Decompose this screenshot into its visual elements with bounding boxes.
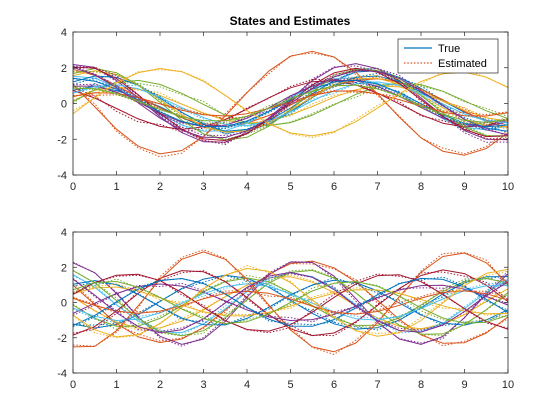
y-tick-label: 0 bbox=[61, 298, 67, 310]
axes-bottom-ticks: 0 1 2 3 4 5 6 7 8 9 10 -4 -2 0 2 4 bbox=[57, 227, 514, 391]
y-tick-label: 2 bbox=[61, 63, 67, 75]
x-tick-label: 6 bbox=[331, 181, 337, 193]
x-tick-label: 0 bbox=[70, 379, 76, 391]
series-true-5 bbox=[73, 79, 508, 126]
y-tick-label: 0 bbox=[61, 99, 67, 111]
x-tick-label: 3 bbox=[200, 379, 206, 391]
axes-top-lines bbox=[73, 50, 508, 158]
series-estimated-7 bbox=[73, 78, 508, 133]
y-tick-label: 4 bbox=[61, 227, 67, 239]
x-tick-label: 6 bbox=[331, 379, 337, 391]
y-tick-label: -4 bbox=[57, 368, 67, 380]
series-true-10 bbox=[73, 286, 508, 317]
x-tick-label: 4 bbox=[244, 379, 250, 391]
series-true-1 bbox=[73, 274, 508, 330]
series-estimated-17 bbox=[73, 264, 508, 339]
x-tick-label: 0 bbox=[70, 181, 76, 193]
x-tick-label: 9 bbox=[461, 379, 467, 391]
series-true-10 bbox=[73, 70, 508, 133]
series-estimated-14 bbox=[73, 273, 508, 334]
x-tick-label: 8 bbox=[418, 379, 424, 391]
axes-bottom: 0 1 2 3 4 5 6 7 8 9 10 -4 -2 0 2 4 bbox=[57, 227, 514, 391]
x-tick-label: 7 bbox=[374, 379, 380, 391]
series-estimated-9 bbox=[73, 249, 508, 355]
series-estimated-3 bbox=[73, 274, 508, 331]
series-true-9 bbox=[73, 50, 508, 156]
axes-bottom-lines bbox=[73, 249, 508, 355]
x-tick-label: 9 bbox=[461, 181, 467, 193]
y-tick-label: -2 bbox=[57, 333, 67, 345]
legend-estimated-label: Estimated bbox=[438, 58, 487, 70]
y-tick-label: 2 bbox=[61, 262, 67, 274]
x-tick-label: 7 bbox=[374, 181, 380, 193]
series-estimated-19 bbox=[73, 84, 508, 125]
series-true-16 bbox=[73, 90, 508, 117]
series-estimated-16 bbox=[73, 289, 508, 315]
series-true-15 bbox=[73, 277, 508, 327]
x-tick-label: 3 bbox=[200, 181, 206, 193]
series-estimated-18 bbox=[73, 65, 508, 137]
x-tick-label: 1 bbox=[113, 379, 119, 391]
series-estimated-17 bbox=[73, 69, 508, 139]
series-true-19 bbox=[73, 84, 508, 123]
x-tick-label: 10 bbox=[502, 379, 514, 391]
series-estimated-7 bbox=[73, 270, 508, 337]
series-true-18 bbox=[73, 271, 508, 334]
x-tick-label: 10 bbox=[502, 181, 514, 193]
legend: True Estimated bbox=[397, 38, 499, 74]
series-true-11 bbox=[73, 79, 508, 128]
y-tick-label: 4 bbox=[61, 27, 67, 39]
x-tick-label: 5 bbox=[287, 181, 293, 193]
x-tick-label: 5 bbox=[287, 379, 293, 391]
x-tick-label: 1 bbox=[113, 181, 119, 193]
chart-title: States and Estimates bbox=[230, 14, 351, 28]
series-true-7 bbox=[73, 269, 508, 337]
x-tick-label: 4 bbox=[244, 181, 250, 193]
series-estimated-10 bbox=[73, 283, 508, 316]
axes-top-ticks: 0 1 2 3 4 5 6 7 8 9 10 -4 -2 0 2 4 bbox=[57, 27, 514, 193]
series-estimated-13 bbox=[73, 82, 508, 128]
legend-box bbox=[397, 38, 499, 74]
series-estimated-19 bbox=[73, 278, 508, 325]
legend-true-label: True bbox=[438, 43, 460, 55]
y-tick-label: -2 bbox=[57, 134, 67, 146]
series-true-7 bbox=[73, 80, 508, 130]
y-tick-label: -4 bbox=[57, 170, 67, 182]
series-true-13 bbox=[73, 283, 508, 321]
series-true-16 bbox=[73, 290, 508, 315]
x-tick-label: 8 bbox=[418, 181, 424, 193]
series-estimated-12 bbox=[73, 269, 508, 337]
series-estimated-12 bbox=[73, 68, 508, 140]
x-tick-label: 2 bbox=[157, 379, 163, 391]
series-estimated-13 bbox=[73, 280, 508, 324]
x-tick-label: 2 bbox=[157, 181, 163, 193]
series-estimated-2 bbox=[73, 263, 508, 347]
